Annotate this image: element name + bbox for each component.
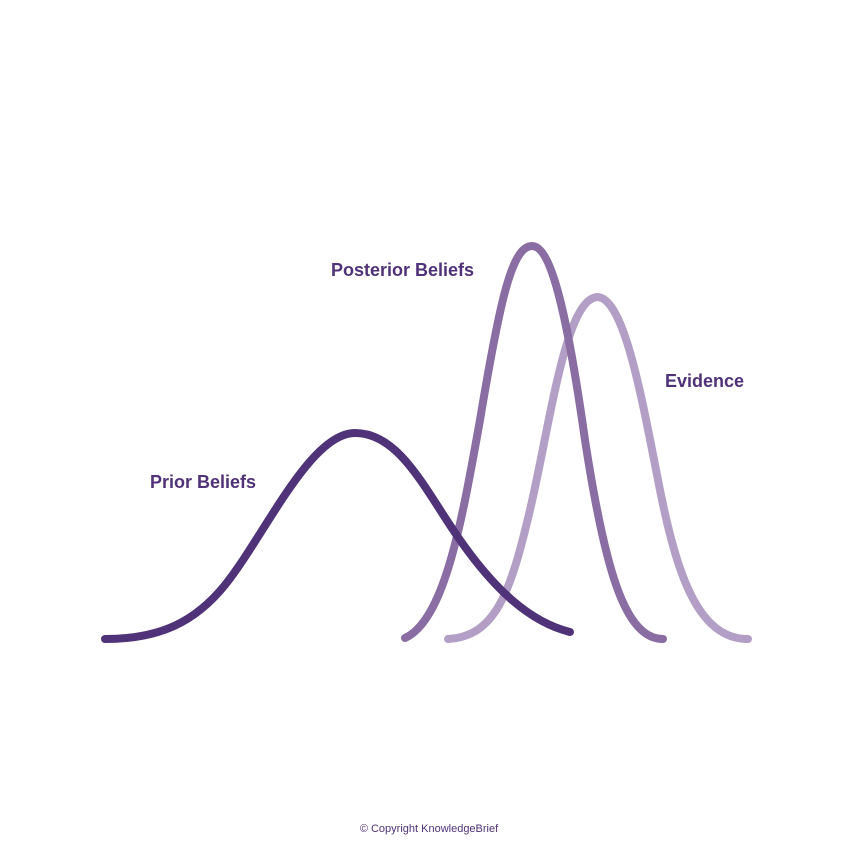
evidence-curve	[444, 293, 752, 643]
posterior-beliefs-label: Posterior Beliefs	[331, 260, 475, 280]
posterior-curve	[401, 242, 667, 643]
prior-curve	[101, 429, 574, 643]
evidence-label: Evidence	[665, 371, 745, 391]
copyright-footer: © Copyright KnowledgeBrief	[359, 823, 499, 835]
prior-beliefs-label: Prior Beliefs	[150, 472, 257, 492]
